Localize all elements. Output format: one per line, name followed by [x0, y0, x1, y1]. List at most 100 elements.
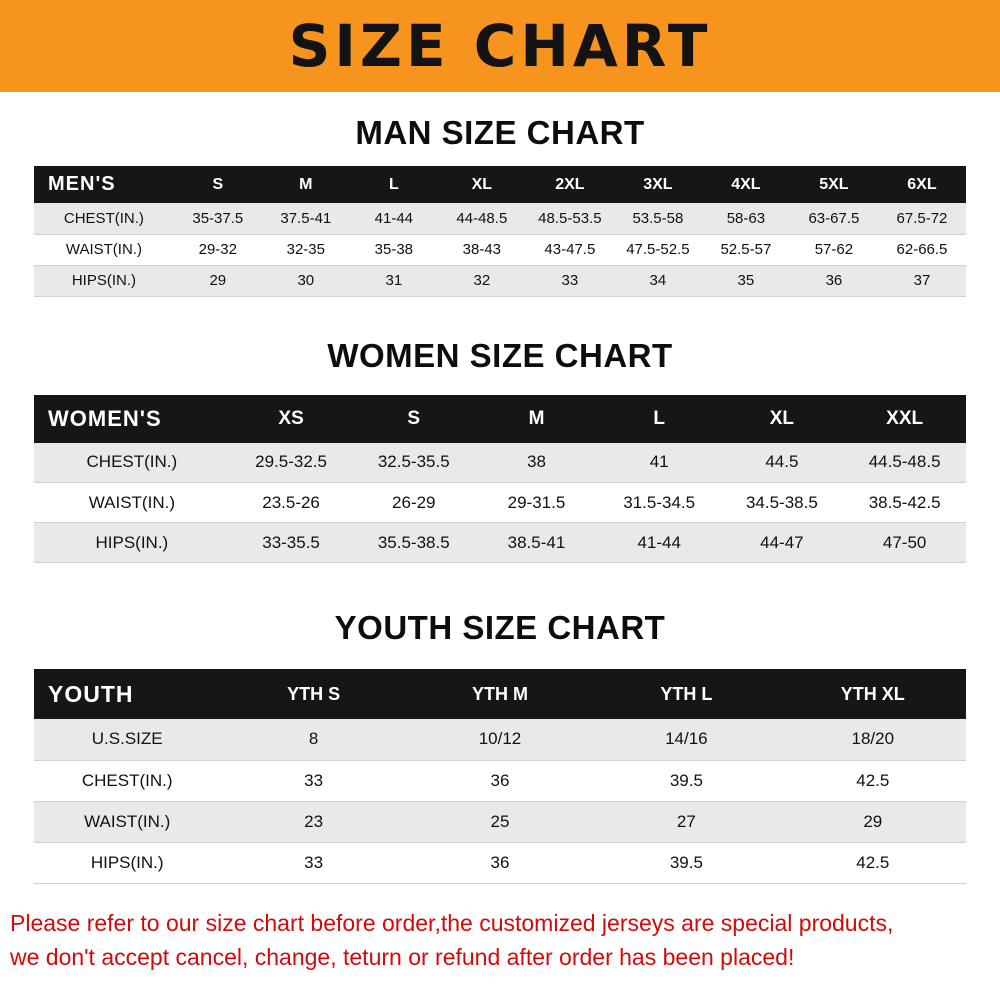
size-column-header: 2XL — [525, 166, 614, 203]
size-value: 8 — [308, 729, 319, 749]
size-column-header: YTH S — [220, 669, 407, 719]
size-chart-banner: SIZE CHART — [0, 0, 1000, 92]
measurement-label: WAIST(IN.) — [84, 811, 171, 831]
size-column-header: 5XL — [789, 166, 878, 203]
table-header-row: WOMEN'S XS S M L XL XXL — [34, 394, 966, 443]
size-column-header: YTH M — [406, 669, 594, 719]
section-title: MAN SIZE CHART — [355, 114, 645, 151]
size-value: 44.5-48.5 — [868, 452, 941, 472]
table-row: CHEST(IN.) 35-37.5 37.5-41 41-44 44-48.5 48.5… — [34, 203, 966, 234]
size-value: 62-66.5 — [896, 241, 948, 258]
table-row: CHEST(IN.) 33 36 39.5 42.5 — [34, 760, 966, 801]
notice-line-1: Please refer to our size chart before or… — [10, 909, 894, 936]
size-value: 48.5-53.5 — [538, 209, 602, 227]
table-row: WAIST(IN.) 29-32 32-35 35-38 38-43 43-47.5 47.… — [34, 234, 966, 265]
table-row: CHEST(IN.) 29.5-32.5 32.5-35.5 38 41 44.5 44.5… — [34, 442, 966, 483]
table-row: HIPS(IN.) 29 30 31 32 33 34 35 36 37 — [34, 265, 966, 296]
size-value: 41-44 — [374, 209, 414, 227]
size-value: 37 — [913, 272, 931, 289]
measurement-label: CHEST(IN.) — [63, 209, 144, 227]
size-column-header: YTH L — [593, 669, 780, 719]
size-value: 41-44 — [637, 532, 681, 552]
measurement-label: HIPS(IN.) — [90, 852, 164, 872]
size-value: 44-48.5 — [456, 209, 508, 227]
size-value: 26-29 — [392, 492, 436, 512]
measurement-label: U.S.SIZE — [91, 729, 163, 749]
table-row: HIPS(IN.) 33 36 39.5 42.5 — [34, 842, 966, 883]
size-value: 34.5-38.5 — [745, 492, 818, 512]
size-value: 33 — [304, 770, 324, 790]
size-value: 36 — [490, 852, 510, 872]
size-chart-section: MAN SIZE CHART MEN'S S M L XL 2XL 3XL 4XL 5XL 6XL C… — [34, 114, 966, 297]
size-value: 36 — [825, 272, 843, 289]
size-value: 41 — [649, 452, 669, 472]
size-value: 39.5 — [669, 852, 703, 872]
size-column-header: S — [173, 166, 262, 203]
size-column-header: 3XL — [613, 166, 702, 203]
table-row: U.S.SIZE 8 10/12 14/16 18/20 — [34, 719, 966, 760]
size-column-header: S — [352, 394, 476, 443]
size-value: 32.5-35.5 — [377, 452, 450, 472]
size-value: 35-38 — [374, 241, 414, 258]
size-chart-sections: MAN SIZE CHART MEN'S S M L XL 2XL 3XL 4XL 5XL 6XL C… — [0, 114, 1000, 884]
size-value: 39.5 — [669, 770, 703, 790]
size-value: 29 — [209, 272, 227, 289]
size-value: 23.5-26 — [262, 492, 320, 512]
measurement-label: HIPS(IN.) — [95, 532, 169, 552]
size-value: 23 — [304, 811, 324, 831]
measurement-label: CHEST(IN.) — [81, 770, 173, 790]
size-chart-section: YOUTH SIZE CHART YOUTH YTH S YTH M YTH L YTH … — [34, 609, 966, 884]
size-value: 32-35 — [286, 241, 325, 258]
size-value: 38-43 — [462, 241, 502, 258]
section-title: YOUTH SIZE CHART — [334, 609, 666, 646]
size-value: 57-62 — [814, 241, 854, 258]
size-value: 30 — [297, 272, 315, 289]
measurement-label: CHEST(IN.) — [86, 452, 178, 472]
size-value: 18/20 — [851, 729, 895, 749]
size-value: 29.5-32.5 — [255, 452, 327, 472]
size-value: 47.5-52.5 — [626, 241, 690, 258]
size-value: 63-67.5 — [808, 209, 860, 227]
size-table: YOUTH YTH S YTH M YTH L YTH XL U.S.SIZE 8 10/12… — [34, 669, 966, 884]
order-notice: Please refer to our size chart before or… — [0, 906, 1000, 974]
size-column-header: XL — [720, 394, 844, 443]
size-column-header: L — [597, 394, 721, 443]
size-value: 14/16 — [665, 729, 708, 749]
table-row: WAIST(IN.) 23.5-26 26-29 29-31.5 31.5-34.5 34… — [34, 482, 966, 523]
size-value: 38 — [527, 452, 546, 472]
size-value: 32 — [473, 272, 491, 289]
size-value: 44.5 — [765, 452, 799, 472]
size-column-header: XXL — [843, 394, 966, 443]
table-category-header: WOMEN'S — [34, 394, 230, 443]
size-column-header: YTH XL — [779, 669, 966, 719]
size-value: 35-37.5 — [192, 209, 244, 227]
size-value: 37.5-41 — [280, 209, 332, 227]
table-category-header: MEN'S — [34, 166, 174, 203]
measurement-label: HIPS(IN.) — [71, 272, 136, 289]
section-title: WOMEN SIZE CHART — [327, 336, 673, 374]
size-value: 34 — [649, 272, 667, 289]
table-row: HIPS(IN.) 33-35.5 35.5-38.5 38.5-41 41-44 44-… — [34, 522, 966, 563]
table-row: WAIST(IN.) 23 25 27 29 — [34, 801, 966, 842]
size-value: 35 — [737, 272, 755, 289]
size-value: 33 — [304, 852, 324, 872]
table-header-row: YOUTH YTH S YTH M YTH L YTH XL — [34, 669, 966, 719]
size-value: 47-50 — [882, 532, 927, 552]
size-value: 29-32 — [198, 241, 237, 258]
size-value: 36 — [490, 770, 510, 790]
size-chart-page: SIZE CHART MAN SIZE CHART MEN'S S M L XL 2XL 3X… — [0, 0, 1000, 974]
size-value: 38.5-41 — [507, 532, 566, 552]
size-value: 53.5-58 — [632, 209, 684, 227]
size-value: 33 — [561, 272, 579, 289]
size-column-header: 4XL — [701, 166, 790, 203]
size-chart-title: SIZE CHART — [288, 12, 712, 80]
measurement-label: WAIST(IN.) — [65, 241, 142, 258]
size-column-header: M — [261, 166, 350, 203]
size-value: 42.5 — [856, 852, 890, 872]
size-chart-section: WOMEN SIZE CHART WOMEN'S XS S M L XL XXL CHEST(I… — [34, 337, 966, 564]
size-column-header: XL — [437, 166, 526, 203]
size-value: 35.5-38.5 — [377, 532, 450, 552]
table-header-row: MEN'S S M L XL 2XL 3XL 4XL 5XL 6XL — [34, 166, 966, 203]
size-column-header: L — [349, 166, 438, 203]
size-table: WOMEN'S XS S M L XL XXL CHEST(IN.) 29.5-32.5 32.5… — [34, 394, 966, 564]
